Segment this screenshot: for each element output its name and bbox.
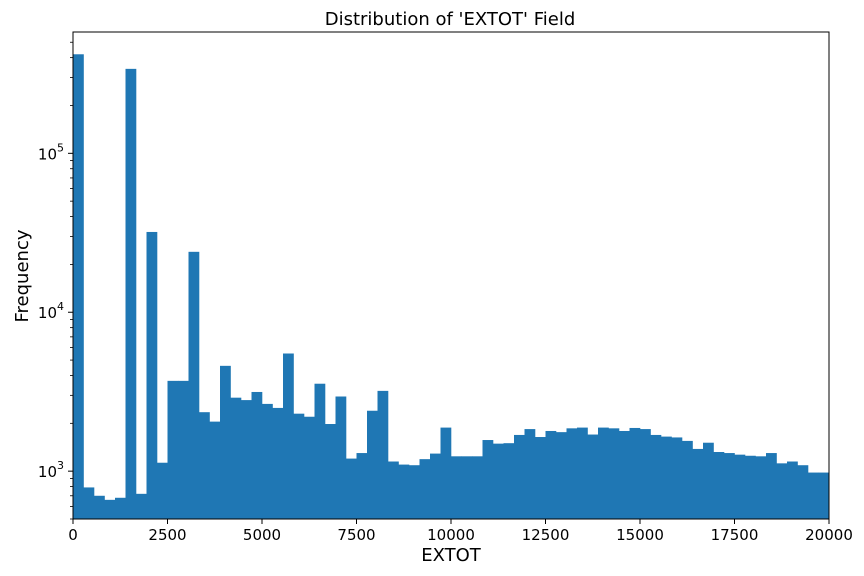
histogram-bar: [388, 461, 399, 519]
histogram-bar: [241, 400, 252, 519]
histogram-bar: [377, 390, 389, 519]
histogram-bar: [524, 429, 536, 519]
histogram-bar: [608, 428, 620, 519]
histogram-bar: [640, 429, 651, 519]
histogram-bar: [125, 68, 137, 520]
x-tick-label: 10000: [427, 526, 475, 544]
histogram-bar: [178, 380, 189, 519]
histogram-bar: [587, 434, 599, 519]
histogram-bar: [440, 427, 452, 519]
histogram-bar: [734, 454, 746, 519]
x-axis-title: EXTOT: [421, 545, 482, 566]
histogram-bar: [398, 464, 410, 519]
histogram-bar: [493, 443, 504, 519]
x-axis: 0 2500 5000 7500 10000 12500 15000 17500 20000: [68, 519, 853, 544]
x-tick-label: 2500: [148, 526, 186, 544]
histogram-bar: [335, 396, 347, 519]
histogram-bar: [619, 430, 630, 519]
histogram-bar: [283, 353, 294, 519]
histogram-bar: [220, 365, 231, 519]
histogram-bar: [566, 428, 578, 519]
y-tick-label: 105: [38, 141, 64, 163]
histogram-bar: [671, 437, 683, 519]
histogram-bar: [272, 407, 284, 519]
histogram-bar: [577, 427, 588, 519]
x-tick-label: 12500: [522, 526, 570, 544]
y-axis-title: Frequency: [12, 229, 33, 322]
histogram-bar: [367, 410, 378, 519]
histogram-bar: [94, 495, 105, 519]
histogram-bar: [73, 54, 84, 519]
histogram-bar: [808, 472, 819, 519]
histogram-bar: [430, 453, 441, 519]
histogram-bar: [346, 458, 357, 519]
histogram-bar: [188, 251, 200, 519]
histogram-bar: [356, 453, 368, 519]
histogram-bar: [104, 499, 116, 519]
histogram-bar: [818, 472, 830, 519]
histogram-bar: [692, 448, 704, 519]
y-tick-label: 103: [38, 459, 64, 481]
histogram-bar: [682, 440, 693, 519]
histogram-bar: [419, 459, 431, 519]
histogram-bar: [797, 465, 809, 519]
x-tick-label: 15000: [616, 526, 664, 544]
histogram-bar: [157, 462, 168, 519]
histogram-bar: [503, 443, 515, 519]
histogram-bar: [451, 456, 462, 519]
histogram-bar: [776, 463, 788, 519]
histogram-bar: [304, 416, 315, 519]
histogram-bar: [545, 430, 557, 519]
histogram-bar: [661, 436, 672, 519]
histogram-bar: [787, 461, 798, 519]
histogram-bar: [146, 231, 158, 519]
histogram-bar: [514, 434, 525, 519]
histogram-bar: [556, 432, 567, 519]
histogram-bar: [83, 487, 95, 519]
x-tick-label: 17500: [711, 526, 759, 544]
x-tick-label: 20000: [805, 526, 853, 544]
y-axis: 103 104 105: [38, 41, 73, 520]
x-tick-label: 0: [68, 526, 78, 544]
histogram-bar: [766, 453, 777, 519]
histogram-bar: [314, 383, 326, 519]
histogram-bar: [136, 493, 147, 519]
histogram-bar: [409, 465, 420, 519]
histogram-bar: [461, 456, 473, 519]
histogram-bar: [472, 456, 483, 519]
histogram-bar: [713, 452, 725, 519]
histogram-bar: [325, 424, 336, 519]
chart-title: Distribution of 'EXTOT' Field: [325, 9, 576, 30]
histogram-bar: [230, 397, 242, 519]
histogram-bar: [167, 380, 179, 519]
histogram-bar: [724, 453, 735, 519]
histogram-bar: [755, 456, 767, 519]
histogram-bar: [745, 455, 756, 519]
histogram-bar: [650, 434, 662, 519]
histogram-bar: [703, 442, 714, 519]
histogram-bar: [209, 421, 221, 519]
histogram-bar: [629, 427, 641, 519]
x-tick-label: 7500: [337, 526, 375, 544]
histogram-bar: [482, 440, 494, 519]
y-tick-label: 104: [38, 300, 64, 322]
histogram-bar: [262, 403, 273, 519]
histogram-bar: [293, 413, 305, 519]
histogram-bar: [535, 437, 546, 519]
histogram-bar: [199, 412, 210, 519]
histogram-bar: [598, 427, 609, 519]
histogram-bar: [251, 391, 263, 519]
histogram-bars: [73, 54, 830, 520]
x-tick-label: 5000: [243, 526, 281, 544]
histogram-bar: [115, 497, 126, 519]
